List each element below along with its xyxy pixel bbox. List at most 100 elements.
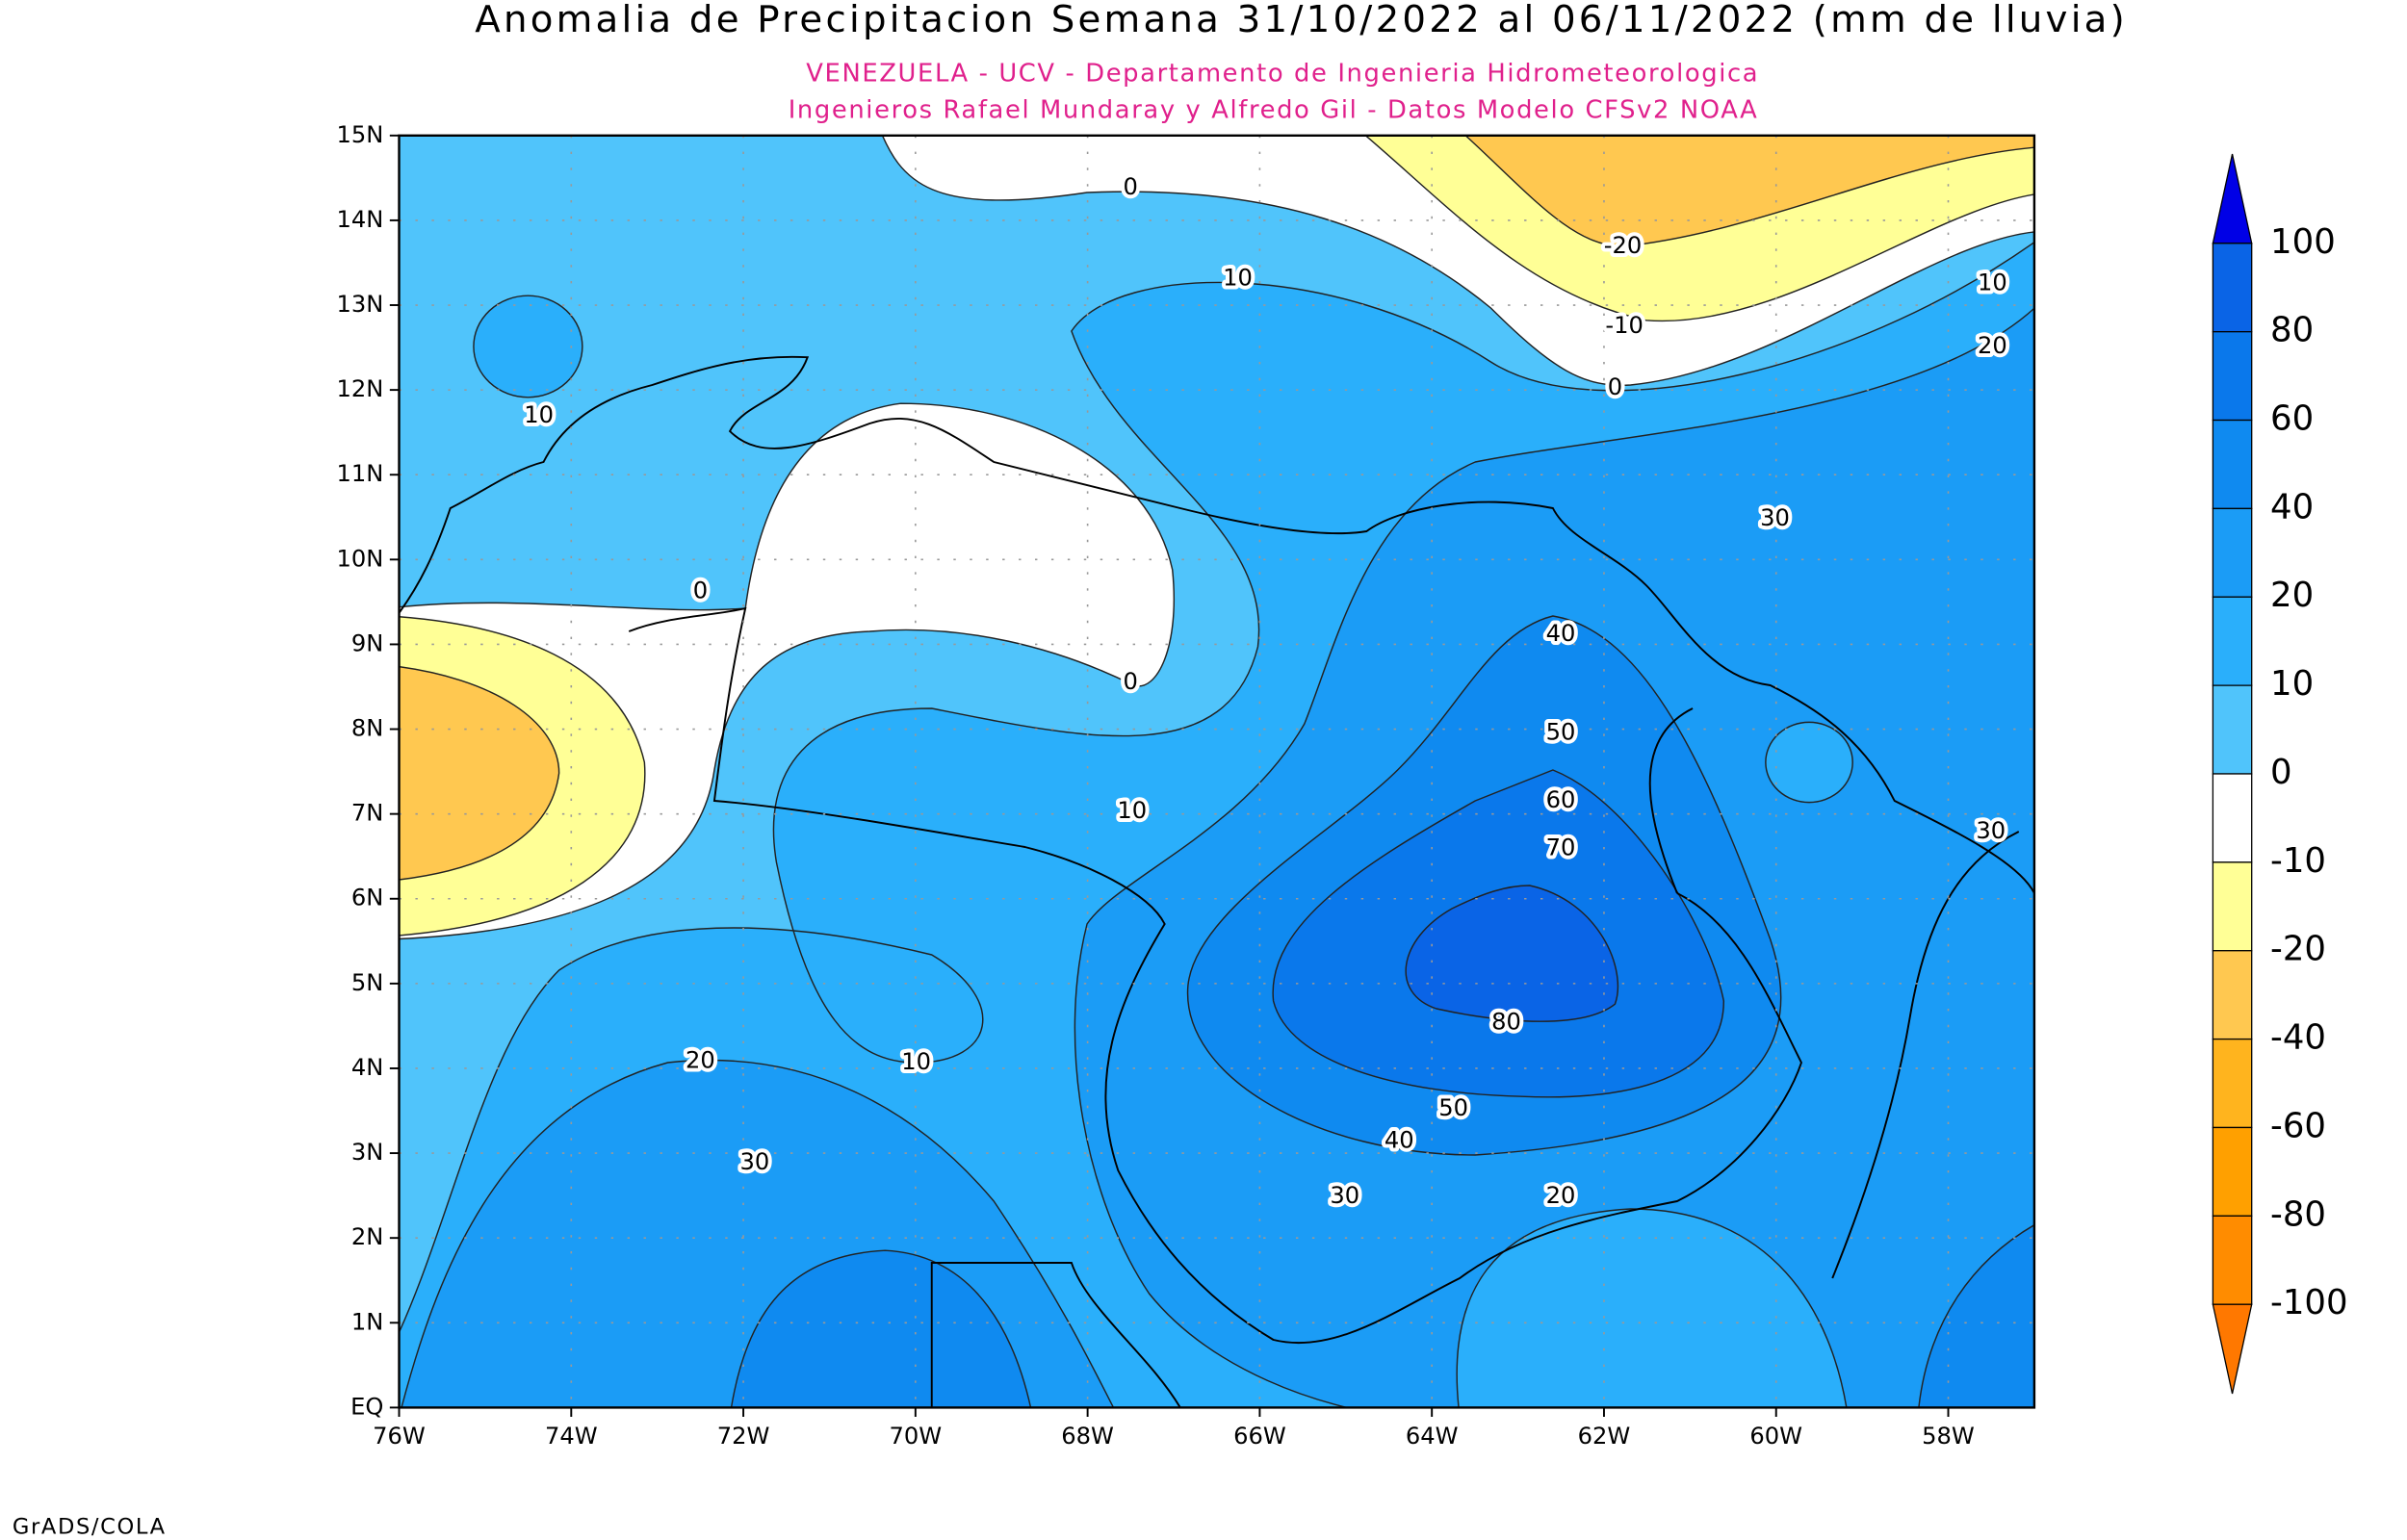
colorbar-box: [2212, 861, 2253, 952]
contour-label: 0: [1123, 668, 1137, 695]
colorbar-label: -100: [2270, 1283, 2348, 1322]
contour-fields: [399, 135, 2034, 1408]
colorbar-box: [2212, 684, 2253, 775]
colorbar-label: 40: [2270, 487, 2314, 526]
y-tick-label: 10N: [337, 545, 384, 572]
colorbar-box: [2212, 1126, 2253, 1217]
contour-label: 10: [1117, 797, 1147, 824]
y-tick-label: 9N: [351, 630, 383, 657]
colorbar-label: 100: [2270, 222, 2336, 262]
y-tick-label: 11N: [337, 460, 384, 487]
colorbar-label: 0: [2270, 753, 2292, 792]
contour-label: -20: [1604, 232, 1642, 259]
colorbar-box: [2212, 419, 2253, 510]
colorbar-box: [2212, 596, 2253, 686]
x-tick-label: 60W: [1749, 1423, 1802, 1450]
plot-frame: [398, 134, 2036, 1409]
x-tick-label: 74W: [545, 1423, 598, 1450]
contour-label: 10: [524, 401, 554, 428]
field-40-60: [1918, 1223, 2034, 1408]
colorbar-label: 80: [2270, 311, 2314, 350]
contour-label: 40: [1546, 620, 1576, 647]
colorbar-label: -20: [2270, 930, 2326, 969]
contour-label: 30: [1976, 817, 2006, 844]
contour-label: 50: [1546, 719, 1576, 746]
border: [1648, 707, 2020, 1279]
contour-label: 80: [1491, 1008, 1521, 1035]
x-tick-label: 70W: [890, 1423, 943, 1450]
field-80-100: [1405, 885, 1619, 1022]
contour-label: 10: [1978, 269, 2007, 295]
border: [930, 1262, 1181, 1408]
x-tick-label: 76W: [373, 1423, 426, 1450]
y-tick-label: 14N: [337, 206, 384, 233]
contour-label: 60: [1546, 786, 1576, 813]
contour-label: 0: [693, 577, 708, 603]
field-10-20: [473, 295, 583, 398]
colorbar-box: [2212, 773, 2253, 863]
y-tick-label: 1N: [351, 1308, 383, 1335]
y-tick-label: 3N: [351, 1139, 383, 1166]
contour-label: 30: [1330, 1182, 1359, 1209]
colorbar-label: -80: [2270, 1194, 2326, 1234]
colorbar-box: [2212, 1215, 2253, 1305]
contour-label: 20: [1546, 1182, 1576, 1209]
colorbar-triangle: [2212, 153, 2253, 244]
contour-label: -10: [1605, 312, 1643, 339]
contour-label: 70: [1546, 834, 1576, 861]
x-tick-label: 66W: [1233, 1423, 1286, 1450]
y-tick-label: 15N: [337, 121, 384, 148]
y-tick-label: 2N: [351, 1223, 383, 1250]
colorbar-box: [2212, 507, 2253, 598]
y-tick-label: 6N: [351, 885, 383, 911]
contour-label: 10: [901, 1048, 931, 1075]
contour-label: 0: [1608, 373, 1622, 400]
y-tick-label: 13N: [337, 291, 384, 318]
contour-label: 50: [1438, 1094, 1468, 1121]
y-tick-label: 12N: [337, 375, 384, 402]
map-title: Anomalia de Precipitacion Semana 31/10/2…: [475, 0, 2128, 41]
x-tick-label: 68W: [1061, 1423, 1114, 1450]
colorbar-box: [2212, 331, 2253, 422]
field-40-60: [730, 1249, 1032, 1408]
colorbar-label: -60: [2270, 1107, 2326, 1146]
y-tick-label: 7N: [351, 800, 383, 827]
field-10-20: [1765, 721, 1853, 804]
x-tick-label: 72W: [717, 1423, 770, 1450]
colorbar-label: -40: [2270, 1018, 2326, 1058]
contour-label: 20: [1978, 332, 2007, 359]
x-tick-label: 64W: [1406, 1423, 1459, 1450]
contour-label: 30: [1760, 504, 1790, 531]
contour-label: 40: [1385, 1127, 1414, 1154]
contour-label: 30: [739, 1148, 769, 1175]
y-tick-label: 5N: [351, 969, 383, 996]
y-tick-label: EQ: [350, 1393, 383, 1420]
x-tick-label: 58W: [1922, 1423, 1975, 1450]
subtitle: Ingenieros Rafael Mundaray y Alfredo Gil…: [789, 96, 1759, 125]
field-neg: [399, 666, 560, 881]
colorbar-triangle: [2212, 1303, 2253, 1395]
colorbar-box: [2212, 1038, 2253, 1129]
x-tick-label: 62W: [1578, 1423, 1631, 1450]
field-neg: [1464, 135, 2034, 247]
colorbar-label: -10: [2270, 841, 2326, 881]
axes: 76W 74W 72W 70W 68W 66W 64W 62W 60W 58W EQ 1N 2N 3N 4N…: [337, 121, 1976, 1450]
contour-label: 0: [1123, 173, 1137, 200]
colorbar-label: 20: [2270, 576, 2314, 615]
coastline: [399, 355, 2034, 894]
subtitle: VENEZUELA - UCV - Departamento de Ingeni…: [806, 59, 1759, 88]
border: [628, 606, 1803, 1345]
contour-labels: 0 10 -20 -10 0 10 20 10 30 0 40 0 50 60 …: [520, 169, 2010, 1213]
contour-label: 10: [1223, 265, 1253, 292]
colorbar-label: 60: [2270, 399, 2314, 439]
colorbar-label: 10: [2270, 664, 2314, 704]
colorbar-box: [2212, 950, 2253, 1040]
contour-label: 20: [686, 1046, 715, 1073]
credit: GrADS/COLA: [13, 1515, 167, 1540]
y-tick-label: 4N: [351, 1054, 383, 1081]
y-tick-label: 8N: [351, 715, 383, 742]
colorbar-box: [2212, 243, 2253, 333]
field-10-20: [1456, 1208, 1848, 1408]
